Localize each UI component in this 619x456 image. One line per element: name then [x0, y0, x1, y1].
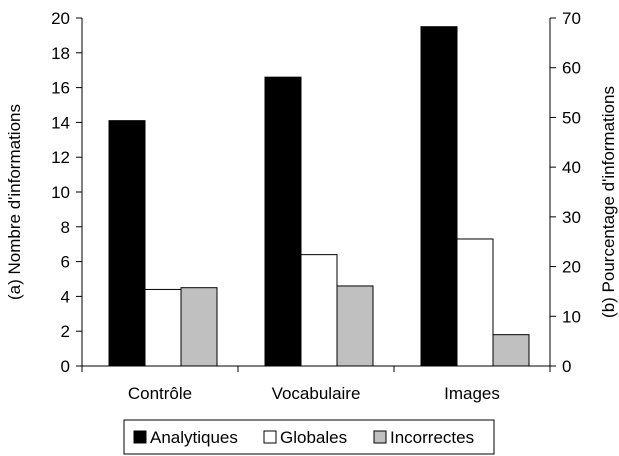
y-tick-label: 20	[51, 9, 70, 28]
y2-axis-title: (b) Pourcentage d'informations	[599, 86, 618, 318]
axes: 0 2 4 6 8 10 12 14 16 18 20 0 10 20 30 40 50 60 70	[51, 9, 581, 376]
y2-tick-label: 0	[562, 357, 571, 376]
legend-label-incorrectes: Incorrectes	[390, 428, 474, 447]
y-tick-label: 0	[61, 357, 70, 376]
legend-swatch-globales	[263, 430, 277, 444]
y-tick-label: 4	[61, 287, 70, 306]
bar-incorrectes-2	[336, 285, 374, 367]
y2-tick-label: 70	[562, 9, 581, 28]
legend: Analytiques Globales Incorrectes	[123, 419, 495, 455]
y-tick-label: 14	[51, 113, 70, 132]
y-tick-label: 6	[61, 253, 70, 272]
y2-tick-label: 50	[562, 108, 581, 127]
bar-analytiques-2	[264, 76, 302, 367]
bar-globales-2	[300, 254, 338, 367]
y-axis-title: (a) Nombre d'informations	[5, 104, 24, 300]
bar-analytiques-3	[420, 26, 458, 367]
category-label: Contrôle	[128, 384, 192, 403]
bar-globales-3	[456, 238, 494, 367]
y-tick-label: 2	[61, 322, 70, 341]
legend-swatch-incorrectes	[373, 430, 387, 444]
y2-tick-label: 60	[562, 59, 581, 78]
y-tick-label: 16	[51, 79, 70, 98]
y-tick-label: 18	[51, 44, 70, 63]
bar-incorrectes-3	[492, 334, 530, 367]
bar-incorrectes-1	[180, 287, 218, 367]
legend-label-globales: Globales	[280, 428, 347, 447]
category-label: Vocabulaire	[272, 384, 361, 403]
labels: Contrôle Vocabulaire Images (a) Nombre d'in…	[5, 86, 618, 403]
category-label: Images	[444, 384, 500, 403]
y2-tick-label: 40	[562, 158, 581, 177]
y-tick-label: 12	[51, 148, 70, 167]
legend-label-analytiques: Analytiques	[150, 428, 238, 447]
legend-box	[123, 419, 495, 455]
y-tick-label: 10	[51, 183, 70, 202]
bars	[108, 26, 530, 367]
bar-analytiques-1	[108, 120, 146, 367]
y2-tick-label: 30	[562, 208, 581, 227]
bar-globales-1	[144, 288, 182, 367]
y2-tick-label: 20	[562, 258, 581, 277]
legend-swatch-analytiques	[133, 430, 147, 444]
y-tick-label: 8	[61, 218, 70, 237]
y2-tick-label: 10	[562, 307, 581, 326]
